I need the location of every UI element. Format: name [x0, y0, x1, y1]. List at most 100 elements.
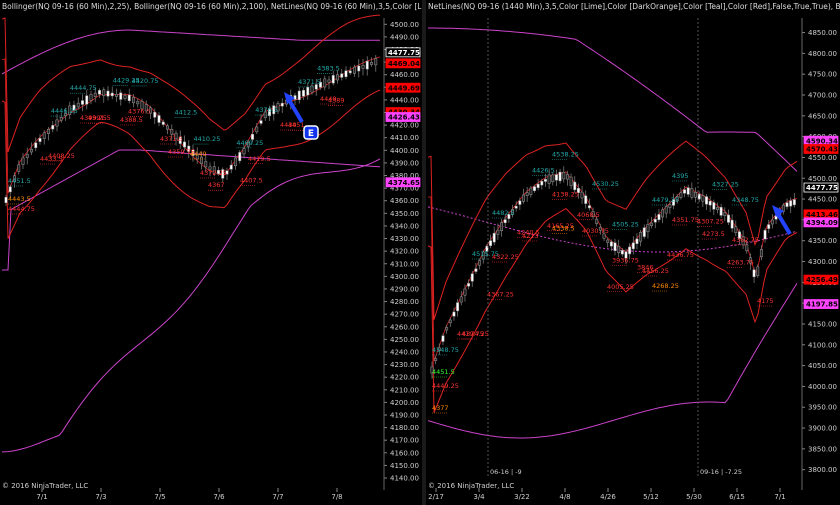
candle-body [716, 207, 719, 210]
label-orange: 4449 [190, 150, 207, 158]
candle-body [149, 107, 152, 114]
panel-splitter[interactable] [422, 0, 426, 505]
bollinger-lower-outer [427, 283, 798, 439]
candle-body [730, 219, 734, 229]
price-badge-label: 4394.09 [806, 219, 838, 227]
label-red: 4433.5 [40, 155, 63, 163]
candle-body [745, 244, 749, 252]
copyright-right: © 2016 NinjaTrader, LLC [428, 482, 515, 490]
label-teal: 4538.25 [552, 151, 579, 159]
candle-body [178, 136, 182, 144]
candle-body [697, 193, 701, 200]
chart-canvas-left[interactable]: 4500.004490.004480.004470.004460.004450.… [0, 0, 422, 505]
x-tick-label: 7/8 [331, 493, 342, 501]
label-teal: 4429.25 [113, 77, 140, 85]
candle-body [492, 233, 496, 243]
candle-body [208, 166, 212, 170]
price-badge-label: 4477.75 [388, 49, 420, 57]
candle-body [650, 222, 654, 226]
candle-body [72, 104, 76, 111]
chart-canvas-right[interactable]: 4850.004800.004750.004700.004650.004600.… [426, 0, 840, 505]
candle-body [533, 186, 536, 191]
price-badge-label: 4469.04 [388, 60, 420, 68]
candle-body [675, 196, 679, 202]
price-badge [803, 217, 839, 228]
y-tick-label: 4650.00 [808, 112, 837, 120]
bollinger-middle-outer [427, 206, 798, 253]
y-tick-label: 4320.00 [390, 248, 419, 256]
label-red: 4351.75 [672, 216, 699, 224]
x-tick-label: 6/15 [729, 493, 745, 501]
candle-body [752, 269, 756, 278]
chart-panel-daily[interactable]: 4850.004800.004750.004700.004650.004600.… [426, 0, 840, 505]
candle-body [89, 94, 93, 101]
candle-body [573, 181, 577, 191]
label-teal: 4383.5 [317, 64, 340, 72]
candle-body [430, 366, 434, 374]
y-tick-label: 4350.00 [390, 210, 419, 218]
candle-body [259, 120, 263, 124]
label-teal: 4420.75 [132, 77, 159, 85]
candle-body [789, 200, 793, 207]
label-red: 4374.25 [462, 330, 489, 338]
candle-body [34, 142, 38, 149]
candle-body [17, 164, 21, 172]
label-red: 4389 [328, 97, 345, 105]
y-tick-label: 4210.00 [390, 386, 419, 394]
label-teal: 4426.5 [532, 167, 555, 175]
chart-panel-60min[interactable]: 4500.004490.004480.004470.004460.004450.… [0, 0, 422, 505]
bollinger-lower-inner [427, 207, 798, 413]
y-tick-label: 4050.00 [808, 362, 837, 370]
candle-body [661, 209, 665, 218]
candle-body [598, 226, 602, 231]
candle-body [624, 251, 628, 259]
candle-body [522, 194, 525, 202]
candle-body [558, 171, 562, 182]
candle-body [306, 86, 310, 96]
candle-body [98, 90, 101, 95]
x-tick-label: 2/17 [428, 493, 444, 501]
label-teal: 4479.25 [652, 196, 679, 204]
candle-body [719, 207, 723, 216]
candle-body [496, 229, 500, 235]
candle-body [110, 92, 114, 97]
label-red: 4440 [320, 95, 337, 103]
candle-body [701, 195, 705, 202]
candle-body [785, 202, 789, 207]
candle-body [547, 174, 551, 184]
label-red: 4068.5 [577, 211, 600, 219]
candle-body [445, 327, 449, 331]
candle-body [609, 241, 613, 247]
label-red: 4456.25 [642, 267, 669, 275]
candle-body [144, 104, 148, 112]
y-tick-label: 4700.00 [808, 92, 837, 100]
candle-body [212, 166, 216, 174]
label-red: 4430 [280, 121, 297, 129]
blue-arrow-shaft [287, 98, 304, 124]
candle-body [734, 226, 738, 233]
candle-body [569, 176, 573, 186]
candle-body [470, 273, 474, 282]
candle-body [514, 206, 518, 209]
candle-body [792, 199, 796, 206]
label-teal: 4505.25 [612, 221, 639, 229]
candle-body [187, 145, 191, 152]
candle-body [268, 108, 271, 117]
candle-body [694, 192, 697, 198]
price-badge-label: 4256.49 [806, 276, 838, 284]
x-tick-label: 4/26 [600, 493, 616, 501]
candle-body [157, 115, 161, 123]
candle-body [653, 219, 657, 223]
label-red: 4175 [757, 297, 774, 305]
candle-body [166, 125, 169, 130]
label-red: 4419.75 [457, 330, 484, 338]
y-tick-label: 4750.00 [808, 71, 837, 79]
x-tick-label: 7/1 [36, 493, 47, 501]
candle-body [551, 174, 555, 183]
candle-body [613, 242, 617, 251]
y-tick-label: 4180.00 [390, 424, 419, 432]
candle-body [161, 121, 165, 125]
candle-body [434, 358, 438, 361]
candle-body [310, 85, 314, 93]
candle-body [246, 141, 250, 147]
